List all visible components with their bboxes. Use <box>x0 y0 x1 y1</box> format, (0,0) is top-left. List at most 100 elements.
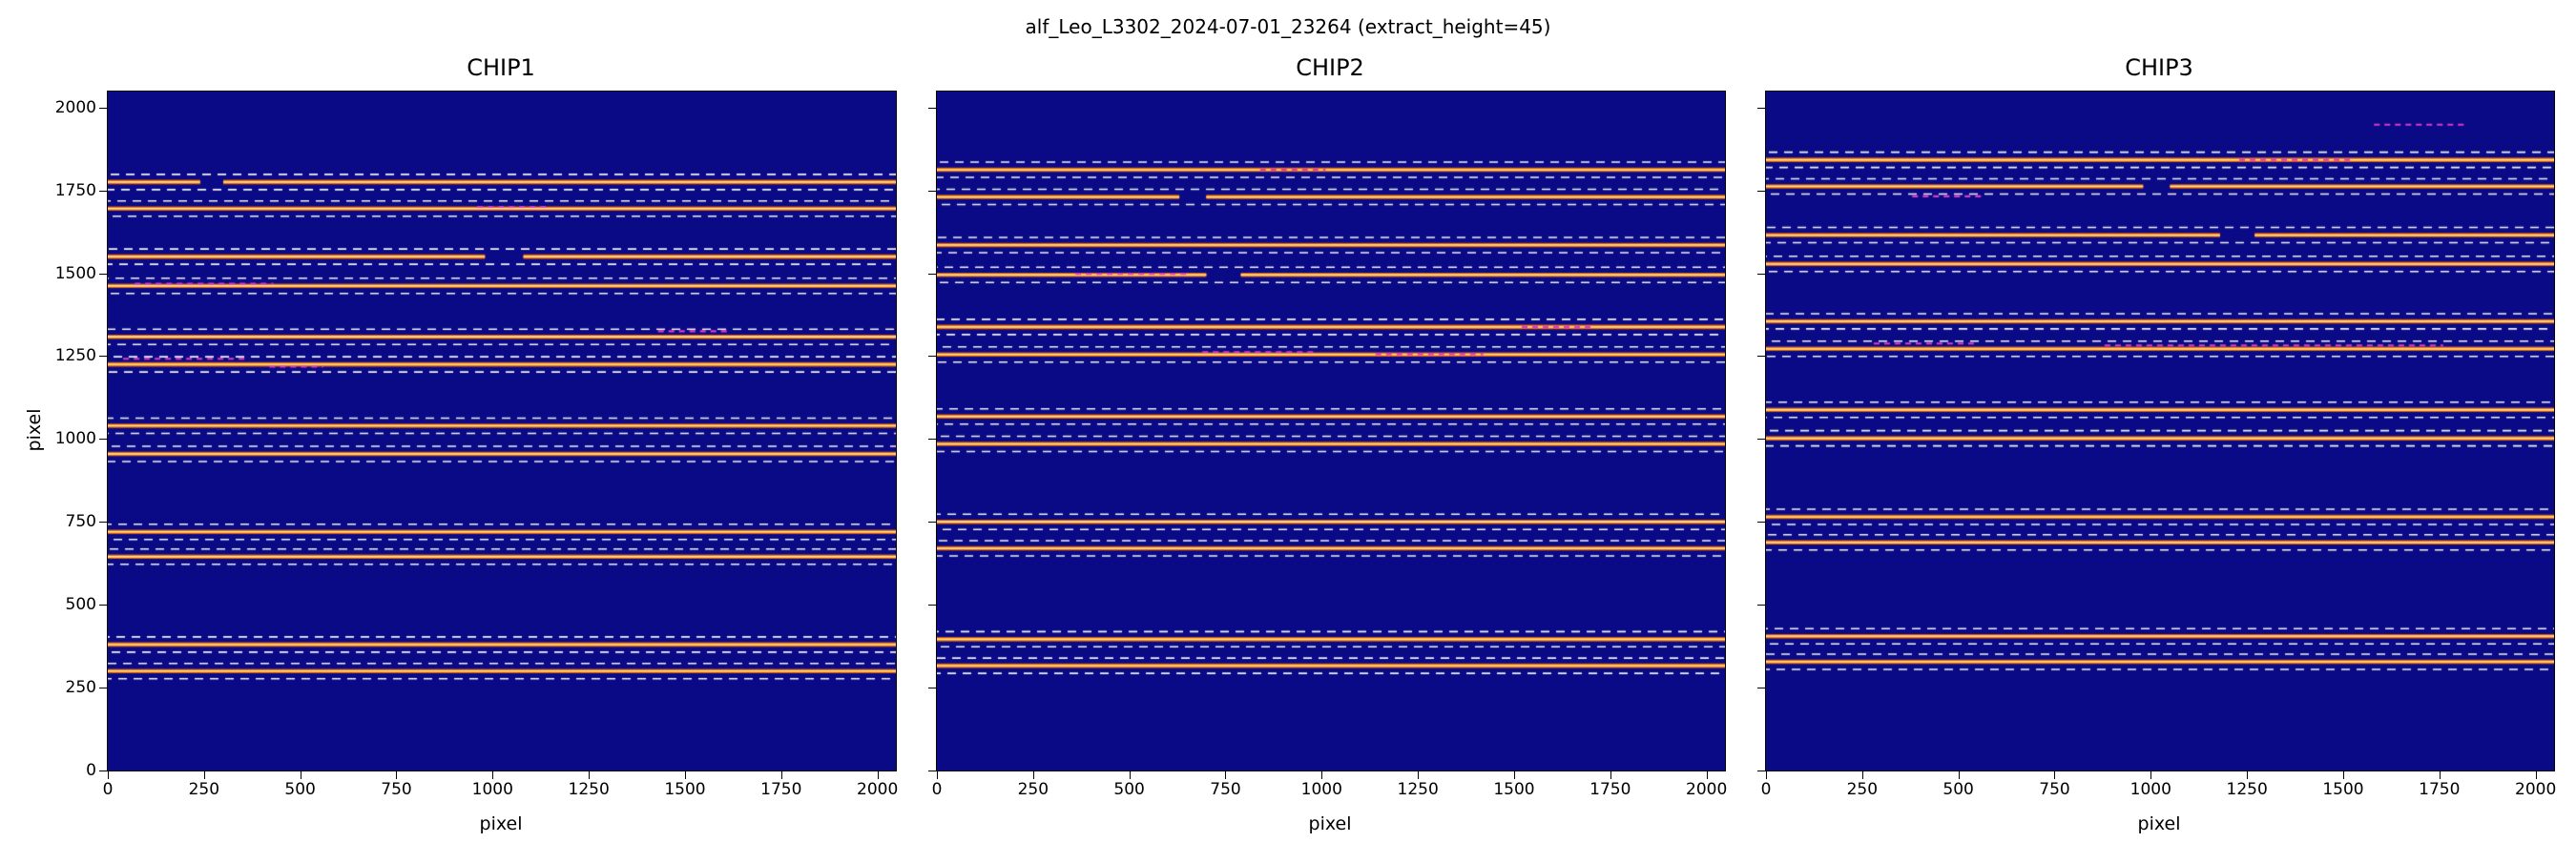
chip2-plot: 0 250 500 750 1000 1250 1500 1750 2000 <box>928 91 1727 799</box>
x-axis-label: pixel <box>479 813 523 834</box>
x-tick <box>1225 771 1227 779</box>
y-tick <box>1757 190 1765 192</box>
x-tick <box>684 771 686 779</box>
y-tick-label: 1250 <box>54 346 96 366</box>
y-tick-label: 500 <box>65 595 96 615</box>
y-tick <box>1757 439 1765 441</box>
x-tick <box>1861 771 1863 779</box>
chip1-plot: 0 250 500 750 1000 1250 1500 1750 2000 0 250 500 750… <box>55 91 898 799</box>
y-tick-label: 1750 <box>54 180 96 200</box>
x-tick <box>2054 771 2056 779</box>
chip2-title: CHIP2 <box>1296 54 1364 81</box>
y-tick <box>1757 273 1765 275</box>
x-tick <box>1706 771 1708 779</box>
x-tick-label: 1000 <box>471 780 513 799</box>
y-tick <box>1757 605 1765 606</box>
y-tick <box>928 522 936 524</box>
x-tick-label: 2000 <box>2515 780 2557 799</box>
x-tick-label: 2000 <box>857 780 899 799</box>
x-tick <box>1610 771 1611 779</box>
x-tick <box>589 771 591 779</box>
x-tick <box>1129 771 1131 779</box>
x-axis-label: pixel <box>2137 813 2181 834</box>
x-tick <box>1321 771 1323 779</box>
x-tick <box>2342 771 2344 779</box>
x-tick-label: 0 <box>1760 780 1772 799</box>
x-tick-label: 1000 <box>2129 780 2171 799</box>
chip1-title: CHIP1 <box>467 54 535 81</box>
y-tick <box>928 190 936 192</box>
y-axis-label: pixel <box>24 408 45 452</box>
x-tick <box>203 771 205 779</box>
y-tick <box>1757 356 1765 358</box>
y-tick-label: 2000 <box>54 97 96 117</box>
chip3-heatmap-canvas <box>1766 92 2554 771</box>
y-tick-label: 1000 <box>54 429 96 449</box>
x-tick <box>1958 771 1960 779</box>
y-tick-label: 750 <box>65 512 96 532</box>
y-tick <box>1757 107 1765 109</box>
x-tick-label: 2000 <box>1686 780 1728 799</box>
x-tick-label: 1750 <box>1589 780 1631 799</box>
x-tick <box>877 771 879 779</box>
figure-title: alf_Leo_L3302_2024-07-01_23264 (extract_… <box>1025 15 1551 38</box>
x-tick <box>780 771 782 779</box>
x-tick-label: 1500 <box>2322 780 2364 799</box>
x-tick <box>2535 771 2537 779</box>
y-tick <box>928 356 936 358</box>
x-tick <box>1418 771 1420 779</box>
x-tick-label: 750 <box>381 780 412 799</box>
y-tick-label: 250 <box>65 678 96 698</box>
x-tick-label: 250 <box>188 780 220 799</box>
x-tick-label: 750 <box>1210 780 1241 799</box>
y-tick <box>928 107 936 109</box>
y-tick <box>99 107 107 109</box>
chip3-plot: 0 250 500 750 1000 1250 1500 1750 2000 <box>1757 91 2556 799</box>
x-tick <box>396 771 398 779</box>
y-tick <box>99 605 107 606</box>
chip3-title: CHIP3 <box>2125 54 2193 81</box>
x-tick <box>2439 771 2441 779</box>
y-tick <box>99 439 107 441</box>
x-tick-label: 1750 <box>2419 780 2461 799</box>
x-tick-label: 500 <box>284 780 316 799</box>
x-tick-label: 250 <box>1846 780 1879 799</box>
panel-chip1: CHIP1 0 250 500 750 1000 1250 1500 1750 2000 0 250… <box>55 54 899 863</box>
y-tick-label: 0 <box>86 761 96 780</box>
x-tick-label: 1250 <box>568 780 610 799</box>
y-tick <box>1757 522 1765 524</box>
panel-chip3: CHIP3 0 250 500 750 1000 1250 1500 1750 2000 pix… <box>1757 54 2556 863</box>
x-tick-label: 500 <box>1113 780 1145 799</box>
x-tick <box>1513 771 1515 779</box>
x-tick-label: 250 <box>1017 780 1049 799</box>
y-tick <box>99 273 107 275</box>
x-tick-label: 0 <box>102 780 114 799</box>
x-tick <box>937 771 938 779</box>
x-tick <box>1766 771 1767 779</box>
x-tick <box>108 771 109 779</box>
x-axis-label: pixel <box>1308 813 1352 834</box>
x-tick <box>492 771 494 779</box>
x-tick-label: 1500 <box>664 780 706 799</box>
panel-chip2: CHIP2 0 250 500 750 1000 1250 1500 1750 2000 pix… <box>928 54 1727 863</box>
x-tick <box>2247 771 2249 779</box>
x-tick <box>1032 771 1034 779</box>
x-tick-label: 750 <box>2039 780 2070 799</box>
y-tick <box>928 439 936 441</box>
chip2-heatmap-canvas <box>937 92 1725 771</box>
y-tick <box>99 356 107 358</box>
y-tick-label: 1500 <box>54 263 96 283</box>
y-tick <box>99 522 107 524</box>
x-tick-label: 1250 <box>2226 780 2268 799</box>
x-tick <box>2150 771 2152 779</box>
chip1-heatmap-canvas <box>108 92 896 771</box>
x-tick-label: 0 <box>931 780 943 799</box>
x-tick-label: 1500 <box>1493 780 1535 799</box>
x-tick-label: 500 <box>1942 780 1974 799</box>
x-tick-label: 1000 <box>1300 780 1342 799</box>
y-tick <box>928 273 936 275</box>
y-tick <box>99 190 107 192</box>
x-tick-label: 1750 <box>760 780 802 799</box>
y-tick <box>928 605 936 606</box>
